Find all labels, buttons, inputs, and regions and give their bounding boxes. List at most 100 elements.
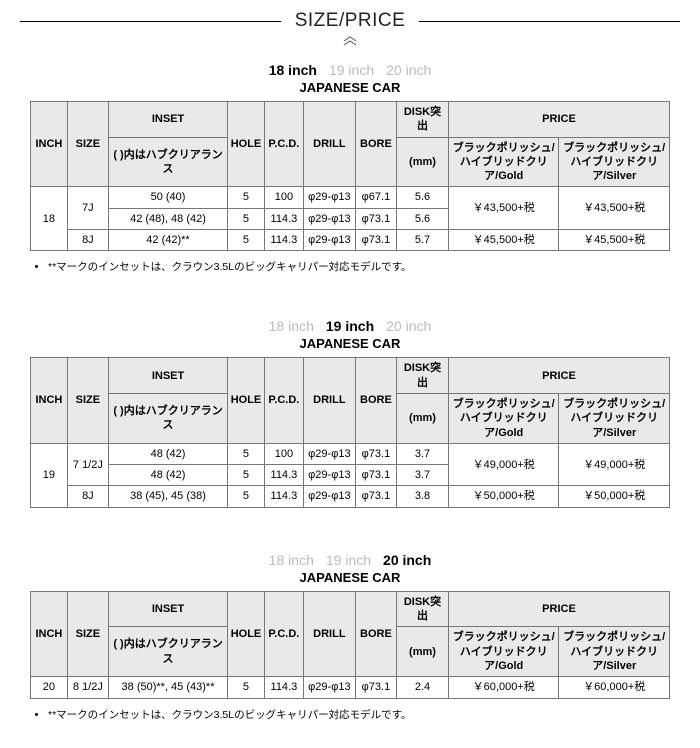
size-price-section: 18 inch19 inch20 inchJAPANESE CARINCHSIZ… xyxy=(20,318,680,507)
cell-drill: φ29-φ13 xyxy=(303,187,355,208)
col-bore: BORE xyxy=(355,591,396,676)
cell-inset: 48 (42) xyxy=(108,465,227,486)
cell-hole: 5 xyxy=(228,187,265,208)
col-price-gold: ブラックポリッシュ/ハイブリッドクリア/Gold xyxy=(448,393,558,443)
col-disk-sub: (mm) xyxy=(397,627,449,677)
cell-hole: 5 xyxy=(228,230,265,251)
table-row: 197 1/2J48 (42)5100φ29-φ13φ73.13.7￥49,00… xyxy=(31,443,670,464)
divider-right xyxy=(419,21,680,22)
spec-price-table: INCHSIZEINSETHOLEP.C.D.DRILLBOREDISK突出PR… xyxy=(30,357,670,507)
note-text: **マークのインセットは、クラウン3.5Lのビッグキャリパー対応モデルです。 xyxy=(48,707,670,722)
tab-18-inch[interactable]: 18 inch xyxy=(269,318,314,334)
cell-hole: 5 xyxy=(228,208,265,229)
cell-price-silver: ￥49,000+税 xyxy=(559,443,670,486)
tab-19-inch[interactable]: 19 inch xyxy=(329,62,374,78)
cell-size: 8 1/2J xyxy=(67,677,108,698)
col-inset-sub: ( )内はハブクリアランス xyxy=(108,137,227,187)
cell-hole: 5 xyxy=(228,465,265,486)
col-drill: DRILL xyxy=(303,591,355,676)
col-disk-group: DISK突出 xyxy=(397,358,449,394)
cell-pcd: 114.3 xyxy=(264,465,303,486)
cell-price-gold: ￥45,500+税 xyxy=(448,230,558,251)
col-inch: INCH xyxy=(31,591,68,676)
size-price-section: 18 inch19 inch20 inchJAPANESE CARINCHSIZ… xyxy=(20,62,680,274)
table-row: 187J50 (40)5100φ29-φ13φ67.15.6￥43,500+税￥… xyxy=(31,187,670,208)
cell-price-silver: ￥60,000+税 xyxy=(559,677,670,698)
col-hole: HOLE xyxy=(228,358,265,443)
col-disk-sub: (mm) xyxy=(397,393,449,443)
tab-19-inch[interactable]: 19 inch xyxy=(326,318,374,334)
cell-inch: 18 xyxy=(31,187,68,251)
tab-20-inch[interactable]: 20 inch xyxy=(386,318,431,334)
cell-pcd: 114.3 xyxy=(264,230,303,251)
col-drill: DRILL xyxy=(303,102,355,187)
col-size: SIZE xyxy=(67,358,108,443)
col-pcd: P.C.D. xyxy=(264,591,303,676)
spec-price-table: INCHSIZEINSETHOLEP.C.D.DRILLBOREDISK突出PR… xyxy=(30,591,670,699)
cell-inch: 19 xyxy=(31,443,68,507)
cell-drill: φ29-φ13 xyxy=(303,443,355,464)
size-tabs: 18 inch 19 inch 20 inch xyxy=(20,552,680,568)
col-size: SIZE xyxy=(67,591,108,676)
cell-bore: φ73.1 xyxy=(355,208,396,229)
col-drill: DRILL xyxy=(303,358,355,443)
col-price-group: PRICE xyxy=(448,358,669,394)
cell-disk: 3.8 xyxy=(397,486,449,507)
note-text: **マークのインセットは、クラウン3.5Lのビッグキャリパー対応モデルです。 xyxy=(48,259,670,274)
cell-drill: φ29-φ13 xyxy=(303,465,355,486)
cell-size: 8J xyxy=(67,230,108,251)
col-pcd: P.C.D. xyxy=(264,358,303,443)
col-bore: BORE xyxy=(355,102,396,187)
cell-size: 7J xyxy=(67,187,108,230)
size-price-section: 18 inch19 inch20 inchJAPANESE CARINCHSIZ… xyxy=(20,552,680,722)
cell-drill: φ29-φ13 xyxy=(303,230,355,251)
cell-size: 8J xyxy=(67,486,108,507)
cell-bore: φ73.1 xyxy=(355,230,396,251)
cell-pcd: 114.3 xyxy=(264,677,303,698)
cell-inset: 38 (50)**, 45 (43)** xyxy=(108,677,227,698)
col-price-group: PRICE xyxy=(448,102,669,138)
cell-bore: φ73.1 xyxy=(355,486,396,507)
col-pcd: P.C.D. xyxy=(264,102,303,187)
col-inset-group: INSET xyxy=(108,102,227,138)
tab-18-inch[interactable]: 18 inch xyxy=(269,62,317,78)
cell-bore: φ73.1 xyxy=(355,465,396,486)
cell-size: 7 1/2J xyxy=(67,443,108,486)
col-price-group: PRICE xyxy=(448,591,669,627)
cell-inset: 38 (45), 45 (38) xyxy=(108,486,227,507)
col-price-silver: ブラックポリッシュ/ハイブリッドクリア/Silver xyxy=(559,627,670,677)
cell-price-gold: ￥43,500+税 xyxy=(448,187,558,230)
cell-disk: 2.4 xyxy=(397,677,449,698)
collapse-chevron-icon[interactable] xyxy=(20,36,680,46)
section-subtitle: JAPANESE CAR xyxy=(20,80,680,95)
col-hole: HOLE xyxy=(228,591,265,676)
col-price-silver: ブラックポリッシュ/ハイブリッドクリア/Silver xyxy=(559,137,670,187)
tab-18-inch[interactable]: 18 inch xyxy=(269,552,314,568)
cell-inset: 42 (48), 48 (42) xyxy=(108,208,227,229)
tab-20-inch[interactable]: 20 inch xyxy=(383,552,431,568)
cell-disk: 5.6 xyxy=(397,187,449,208)
page-title-row: SIZE/PRICE xyxy=(20,10,680,32)
col-size: SIZE xyxy=(67,102,108,187)
tab-20-inch[interactable]: 20 inch xyxy=(386,62,431,78)
tab-19-inch[interactable]: 19 inch xyxy=(326,552,371,568)
cell-bore: φ73.1 xyxy=(355,677,396,698)
cell-disk: 3.7 xyxy=(397,465,449,486)
cell-price-gold: ￥50,000+税 xyxy=(448,486,558,507)
cell-pcd: 100 xyxy=(264,187,303,208)
col-inset-sub: ( )内はハブクリアランス xyxy=(108,393,227,443)
cell-inset: 42 (42)** xyxy=(108,230,227,251)
cell-price-gold: ￥60,000+税 xyxy=(448,677,558,698)
cell-disk: 5.7 xyxy=(397,230,449,251)
size-tabs: 18 inch 19 inch 20 inch xyxy=(20,62,680,78)
cell-disk: 3.7 xyxy=(397,443,449,464)
cell-hole: 5 xyxy=(228,486,265,507)
col-disk-sub: (mm) xyxy=(397,137,449,187)
col-inset-group: INSET xyxy=(108,358,227,394)
cell-drill: φ29-φ13 xyxy=(303,208,355,229)
table-row: 8J42 (42)**5114.3φ29-φ13φ73.15.7￥45,500+… xyxy=(31,230,670,251)
col-inch: INCH xyxy=(31,358,68,443)
col-price-gold: ブラックポリッシュ/ハイブリッドクリア/Gold xyxy=(448,627,558,677)
section-note: **マークのインセットは、クラウン3.5Lのビッグキャリパー対応モデルです。 xyxy=(30,259,670,274)
cell-price-silver: ￥45,500+税 xyxy=(559,230,670,251)
